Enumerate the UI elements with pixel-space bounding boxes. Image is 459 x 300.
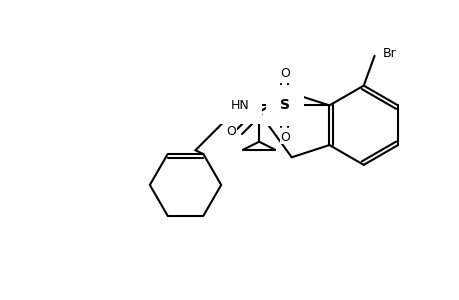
Text: S: S [279, 98, 289, 112]
Text: N: N [285, 87, 295, 100]
Text: O: O [279, 67, 289, 80]
Text: HN: HN [230, 99, 249, 112]
Text: O: O [226, 125, 236, 138]
Text: Br: Br [382, 47, 395, 60]
Text: O: O [279, 130, 289, 144]
